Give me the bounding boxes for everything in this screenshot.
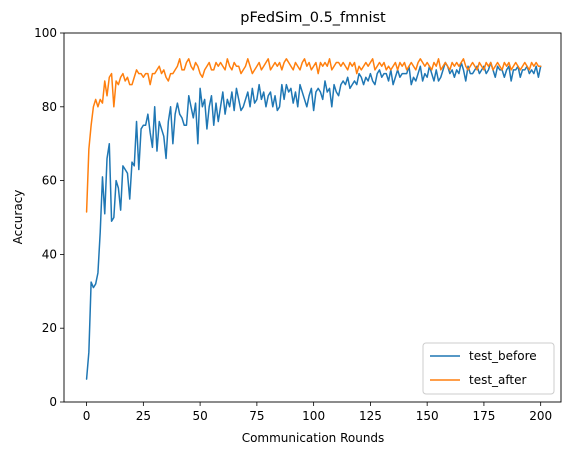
x-tick-label: 25 xyxy=(136,409,151,423)
y-axis-label: Accuracy xyxy=(11,190,25,245)
series-line-test-before xyxy=(85,61,542,380)
chart-title: pFedSim_0.5_fmnist xyxy=(240,10,386,26)
x-axis: 0 25 50 75 100 125 150 175 200 xyxy=(83,402,552,423)
y-tick-label: 80 xyxy=(42,100,57,114)
y-tick-label: 100 xyxy=(34,26,57,40)
legend-label-test-after: test_after xyxy=(469,373,527,387)
series-line-test-after xyxy=(85,58,542,213)
y-tick-label: 60 xyxy=(42,174,57,188)
plot-area xyxy=(63,32,562,403)
x-tick-label: 75 xyxy=(249,409,264,423)
y-tick-label: 40 xyxy=(42,247,57,261)
x-tick-label: 200 xyxy=(529,409,552,423)
x-tick-label: 100 xyxy=(302,409,325,423)
x-tick-label: 0 xyxy=(83,409,91,423)
legend-label-test-before: test_before xyxy=(469,349,537,363)
legend: test_before test_after xyxy=(422,342,555,395)
x-axis-label: Communication Rounds xyxy=(242,431,385,445)
x-tick-label: 125 xyxy=(359,409,382,423)
y-tick-label: 0 xyxy=(49,395,57,409)
x-tick-label: 175 xyxy=(472,409,495,423)
x-tick-label: 50 xyxy=(192,409,207,423)
y-tick-label: 20 xyxy=(42,321,57,335)
y-axis: 0 20 40 60 80 100 xyxy=(34,26,64,409)
series-layer xyxy=(85,58,542,380)
x-tick-label: 150 xyxy=(416,409,439,423)
plot-frame xyxy=(63,32,562,403)
